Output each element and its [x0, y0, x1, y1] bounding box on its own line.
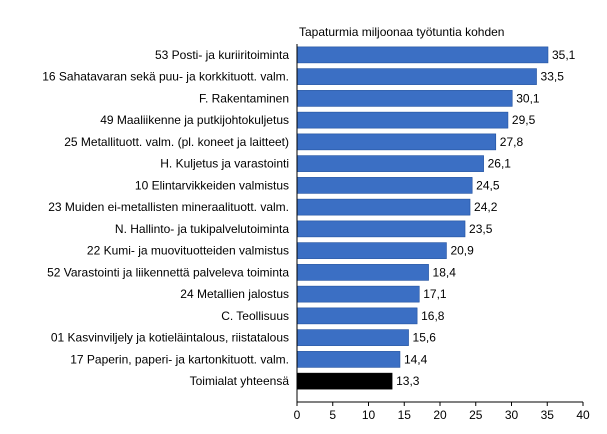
- x-axis: 0 5 10 15 20 25 30 35 40: [294, 44, 590, 422]
- x-tick-label-40: 40: [576, 408, 590, 422]
- bar-6: [296, 155, 484, 172]
- category-label-6: H. Kuljetus ja varastointi: [160, 157, 289, 171]
- category-label-12: 24 Metallien jalostus: [180, 287, 289, 301]
- bar-9: [296, 220, 466, 238]
- bar-12: [296, 285, 420, 303]
- bar-11: [296, 264, 429, 281]
- unit-label: Tapaturmia miljoonaa työtuntia kohden: [299, 25, 504, 39]
- category-label-8: 23 Muiden ei-metallisten mineraalituott.…: [48, 200, 289, 214]
- category-label-5: 25 Metallituott. valm. (pl. koneet ja la…: [64, 135, 289, 149]
- value-label-12: 17,1: [423, 287, 447, 301]
- x-tick-label-20: 20: [433, 408, 447, 422]
- x-tick-label-35: 35: [541, 408, 555, 422]
- category-label-15: 17 Paperin, paperi- ja kartonkituott. va…: [70, 352, 289, 366]
- value-label-15: 14,4: [404, 352, 428, 366]
- bar-2: [296, 68, 537, 85]
- category-label-13: C. Teollisuus: [221, 309, 289, 323]
- value-label-10: 20,9: [450, 244, 474, 258]
- bar-13: [296, 307, 418, 325]
- bar-4: [296, 111, 509, 129]
- x-tick-label-0: 0: [294, 408, 301, 422]
- value-label-7: 24,5: [476, 178, 500, 192]
- category-label-1: 53 Posti- ja kuriiritoiminta: [155, 48, 289, 62]
- x-tick-label-15: 15: [398, 408, 412, 422]
- value-label-2: 33,5: [541, 70, 565, 84]
- bar-15: [296, 351, 401, 368]
- category-label-11: 52 Varastointi ja liikennettä palveleva …: [47, 265, 289, 279]
- bar-3: [296, 90, 513, 107]
- category-label-16: Toimialat yhteensä: [190, 374, 290, 388]
- bar-5: [296, 133, 497, 151]
- x-tick-label-10: 10: [362, 408, 376, 422]
- category-label-3: F. Rakentaminen: [199, 91, 289, 105]
- category-labels-group: 53 Posti- ja kuriiritoiminta 16 Sahatavar…: [42, 48, 289, 388]
- category-label-14: 01 Kasvinviljely ja kotieläintalous, rii…: [51, 331, 289, 345]
- category-label-4: 49 Maaliikenne ja putkijohtokuljetus: [100, 113, 289, 127]
- bar-7: [296, 177, 473, 194]
- value-label-8: 24,2: [474, 200, 498, 214]
- category-label-2: 16 Sahatavaran sekä puu- ja korkkituott.…: [42, 70, 289, 84]
- bar-10: [296, 242, 447, 259]
- category-label-10: 22 Kumi- ja muovituotteiden valmistus: [87, 244, 289, 258]
- value-label-5: 27,8: [500, 135, 524, 149]
- value-label-11: 18,4: [433, 265, 457, 279]
- value-label-6: 26,1: [488, 157, 512, 171]
- value-label-13: 16,8: [421, 309, 445, 323]
- value-label-16: 13,3: [396, 374, 420, 388]
- value-label-14: 15,6: [413, 331, 437, 345]
- category-label-7: 10 Elintarvikkeiden valmistus: [135, 178, 289, 192]
- value-label-3: 30,1: [516, 91, 540, 105]
- value-label-9: 23,5: [469, 222, 493, 236]
- x-tick-label-5: 5: [329, 408, 336, 422]
- category-label-9: N. Hallinto- ja tukipalvelutoiminta: [115, 222, 289, 236]
- x-tick-label-30: 30: [505, 408, 519, 422]
- value-labels-group: 35,1 33,530,1 29,5 27,8 26,1 24,5 24,2 23,5 20,9…: [396, 48, 576, 388]
- x-tick-label-25: 25: [469, 408, 483, 422]
- bar-16: [296, 372, 393, 390]
- bar-8: [296, 198, 471, 216]
- bar-14: [296, 329, 409, 346]
- value-label-4: 29,5: [512, 113, 536, 127]
- value-label-1: 35,1: [552, 48, 576, 62]
- bar-1: [296, 46, 549, 64]
